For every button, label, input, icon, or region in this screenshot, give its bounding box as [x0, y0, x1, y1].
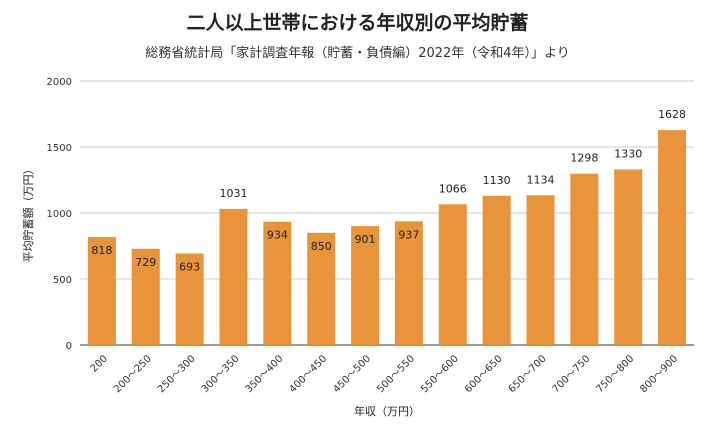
data-label: 693	[179, 261, 200, 274]
x-tick-label: 300〜350	[200, 353, 242, 395]
x-tick-label: 450〜500	[331, 353, 373, 395]
x-tick-label: 250〜300	[156, 353, 198, 395]
bar	[219, 208, 248, 345]
data-label: 1330	[614, 147, 642, 160]
y-tick-label: 500	[53, 275, 72, 286]
x-tick-label: 600〜650	[463, 353, 505, 395]
x-tick-label: 550〜600	[419, 353, 461, 395]
chart-subtitle: 総務省統計局「家計調査年報（貯蓄・負債編）2022年（令和4年）」より	[145, 46, 570, 61]
y-tick-label: 1000	[47, 209, 72, 220]
bar	[394, 221, 423, 345]
data-label: 1628	[658, 108, 686, 121]
y-tick-label: 0	[66, 341, 72, 352]
bar	[131, 248, 160, 345]
data-label: 937	[398, 228, 419, 241]
y-tick-label: 1500	[47, 143, 72, 154]
bar	[658, 130, 687, 345]
data-label: 818	[91, 244, 112, 257]
bar	[263, 221, 292, 345]
x-tick-label: 350〜400	[244, 353, 286, 395]
data-label: 850	[311, 240, 332, 253]
bar	[482, 195, 511, 345]
bar	[87, 237, 116, 345]
bar	[307, 232, 336, 345]
x-tick-label: 750〜800	[594, 353, 636, 395]
data-label: 1298	[570, 152, 598, 165]
x-tick-label: 400〜450	[287, 353, 329, 395]
data-label: 934	[267, 229, 288, 242]
chart-title: 二人以上世帯における年収別の平均貯蓄	[186, 12, 529, 34]
x-tick-label: 200〜250	[112, 353, 154, 395]
data-label: 901	[355, 233, 376, 246]
x-tick-label: 200	[89, 353, 110, 374]
data-label: 729	[135, 256, 156, 269]
x-axis-title: 年収（万円）	[354, 404, 420, 418]
bar	[526, 195, 555, 345]
data-label: 1134	[527, 173, 555, 186]
bar	[614, 169, 643, 345]
y-axis-title: 平均貯蓄額（万円）	[22, 164, 35, 263]
bar	[175, 253, 204, 345]
bar	[570, 173, 599, 345]
bar	[438, 204, 467, 345]
data-label: 1130	[483, 174, 511, 187]
x-tick-label: 700〜750	[551, 353, 593, 395]
data-label: 1066	[439, 182, 467, 195]
x-tick-label: 800〜900	[638, 353, 680, 395]
x-tick-label: 650〜700	[507, 353, 549, 395]
x-tick-label: 500〜550	[375, 353, 417, 395]
data-label: 1031	[220, 187, 248, 200]
bar	[351, 226, 380, 345]
y-tick-label: 2000	[47, 77, 72, 88]
